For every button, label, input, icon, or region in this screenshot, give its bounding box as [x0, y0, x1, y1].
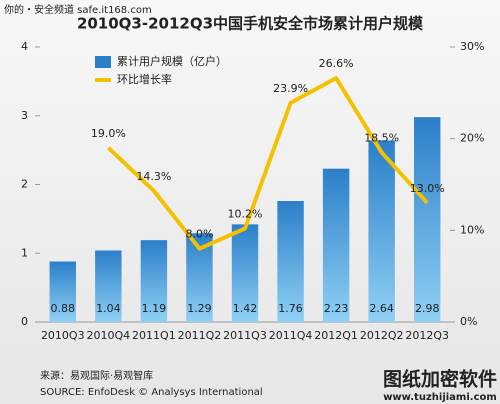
bar-value-label: 2.23 [324, 302, 349, 315]
x-tick-label: 2011Q1 [132, 329, 176, 342]
y2-tick-label: 20% [460, 132, 484, 145]
bar [322, 168, 350, 322]
watermark: 图纸加密软件 [383, 368, 497, 391]
x-tick-label: 2010Q4 [87, 329, 131, 342]
source: 来源：易观国际·易观智库 [40, 369, 153, 382]
x-tick-label: 2011Q3 [223, 329, 267, 342]
line-value-label: 14.3% [136, 170, 171, 183]
line-value-label: 26.6% [319, 57, 354, 70]
x-tick-label: 2012Q2 [360, 329, 404, 342]
bar [49, 261, 76, 322]
bar [140, 240, 168, 322]
y-tick-label: 4 [21, 40, 28, 53]
bar-value-label: 1.19 [142, 302, 167, 315]
x-tick-label: 2012Q1 [314, 329, 358, 342]
y-tick-label: 3 [21, 109, 28, 122]
watermark: 你的・安全频道 safe.it168.com [4, 3, 152, 16]
line [106, 76, 429, 251]
bar [368, 140, 395, 322]
bar [95, 250, 122, 322]
line-value-label: 8.0% [185, 228, 213, 241]
bar-value-label: 2.64 [369, 302, 394, 315]
bar-value-label: 1.04 [96, 302, 121, 315]
y-tick-label: 0 [21, 315, 28, 328]
y2-tick-label: 10% [460, 223, 484, 236]
bar-value-label: 2.98 [415, 302, 440, 315]
line-value-label: 13.0% [410, 182, 445, 195]
y2-tick-label: 0% [460, 315, 477, 328]
x-tick-label: 2011Q2 [178, 329, 222, 342]
bar [414, 117, 441, 322]
legend-label: 累计用户规模（亿户） [117, 54, 227, 68]
line-value-label: 10.2% [228, 208, 263, 221]
x-tick-label: 2012Q3 [405, 329, 449, 342]
bar [277, 201, 304, 322]
bar-value-label: 0.88 [51, 302, 76, 315]
line-value-label: 18.5% [364, 131, 399, 144]
watermark: www.tuzhijiami.com [383, 392, 497, 403]
bar-value-label: 1.29 [187, 302, 212, 315]
legend-swatch [95, 56, 111, 68]
line-value-label: 23.9% [273, 82, 308, 95]
y-tick-label: 1 [21, 246, 28, 259]
y2-tick-label: 30% [460, 40, 484, 53]
legend-label: 环比增长率 [117, 72, 172, 86]
bar-value-label: 1.42 [233, 302, 258, 315]
bar [231, 224, 259, 322]
source: SOURCE: EnfoDesk © Analysys Internationa… [40, 387, 263, 398]
x-tick-label: 2011Q4 [269, 329, 313, 342]
line-value-label: 19.0% [91, 127, 126, 140]
y-tick-label: 2 [21, 178, 28, 191]
bar-value-label: 1.76 [278, 302, 303, 315]
chart-title: 2010Q3-2012Q3中国手机安全市场累计用户规模 [77, 15, 424, 33]
x-tick-label: 2010Q3 [41, 329, 85, 342]
